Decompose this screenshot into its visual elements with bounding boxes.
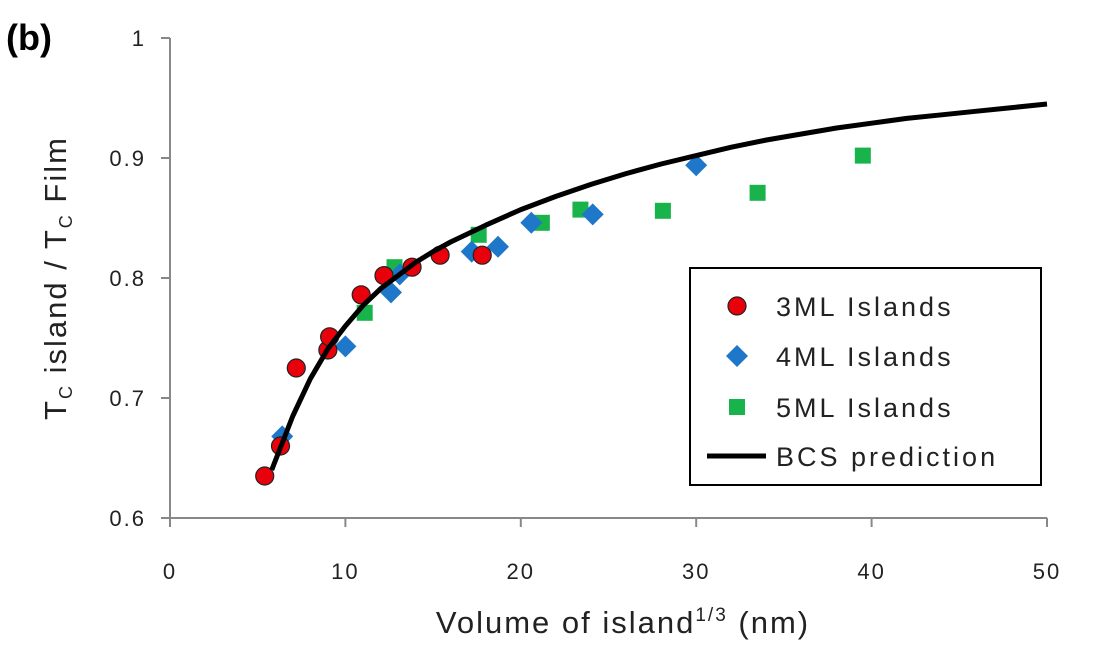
- legend-label: 3ML Islands: [776, 292, 954, 322]
- legend-marker-diamond: [726, 345, 748, 367]
- data-point-square: [854, 147, 871, 164]
- x-axis-title: Volume of island1/3 (nm): [436, 605, 810, 640]
- legend-box: [689, 267, 1042, 486]
- y-axis-title: TC island / TC Film: [38, 136, 76, 420]
- legend-label: BCS prediction: [776, 442, 998, 472]
- x-tick-label: 40: [857, 559, 885, 584]
- x-tick-label: 50: [1033, 559, 1061, 584]
- legend-label: 5ML Islands: [776, 393, 954, 423]
- series-diamond: [271, 154, 708, 448]
- series-layer: [255, 101, 1048, 486]
- x-tick-label: 0: [163, 559, 177, 584]
- x-axis-title-unit: (nm): [728, 605, 810, 640]
- series-circle: [255, 245, 492, 486]
- data-point-square: [654, 202, 671, 219]
- data-point-circle: [255, 466, 275, 486]
- x-axis-title-main: Volume of island: [436, 605, 695, 640]
- data-point-circle: [286, 358, 306, 378]
- data-point-diamond: [334, 335, 357, 358]
- y-tick-label: 1: [132, 26, 146, 51]
- data-point-square: [749, 184, 766, 201]
- y-axis-title-part: Film: [38, 136, 73, 213]
- y-tick-label: 0.8: [109, 266, 146, 291]
- y-tick-label: 0.6: [109, 506, 146, 531]
- y-axis-title-part: C: [56, 384, 76, 399]
- data-point-diamond: [520, 211, 543, 234]
- x-tick-label: 20: [507, 559, 535, 584]
- data-point-diamond: [685, 154, 708, 177]
- y-tick-label: 0.7: [109, 386, 146, 411]
- legend-marker-circle: [727, 296, 747, 316]
- x-tick-label: 10: [331, 559, 359, 584]
- data-point-circle: [472, 245, 492, 265]
- y-tick-label: 0.9: [109, 146, 146, 171]
- bcs-prediction-line: [269, 101, 1048, 471]
- y-axis-title-part: T: [38, 399, 73, 420]
- data-point-diamond: [486, 235, 509, 258]
- legend-marker-square: [729, 399, 745, 415]
- x-axis-title-sup: 1/3: [695, 605, 727, 626]
- axes: 0.60.70.80.910 10 20 30 40 50: [109, 26, 1061, 584]
- data-point-diamond: [581, 203, 604, 226]
- y-axis-title-part: C: [56, 213, 76, 228]
- x-tick-label: 30: [682, 559, 710, 584]
- y-axis-title-part: island / T: [38, 228, 73, 384]
- legend: 3ML Islands 4ML Islands 5ML Islands BCS pre…: [689, 267, 1042, 486]
- panel-label: (b): [6, 17, 52, 58]
- legend-label: 4ML Islands: [776, 342, 954, 372]
